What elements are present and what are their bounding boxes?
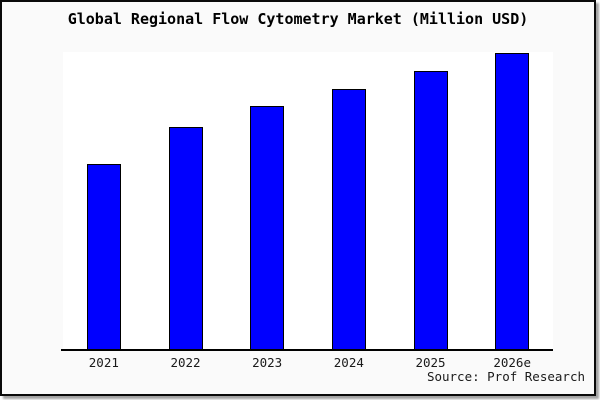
bar-2026e: [495, 53, 529, 350]
plot-area: [61, 52, 553, 351]
x-tick-2022: 2022: [170, 355, 201, 370]
x-axis-line: [61, 349, 553, 351]
x-tick-2026e: 2026e: [493, 355, 531, 370]
x-axis-tick-labels: 2021 2022 2023 2024 2025 2026e: [63, 355, 553, 371]
x-tick-2025: 2025: [415, 355, 446, 370]
source-attribution: Source: Prof Research: [426, 369, 585, 384]
x-tick-2021: 2021: [88, 355, 119, 370]
bar-2025: [414, 71, 448, 350]
bar-2022: [169, 127, 203, 350]
bar-2023: [250, 106, 284, 350]
chart-title: Global Regional Flow Cytometry Market (M…: [67, 10, 529, 28]
bar-2021: [87, 164, 121, 350]
x-tick-2024: 2024: [333, 355, 364, 370]
bar-2024: [332, 89, 366, 350]
x-tick-2023: 2023: [252, 355, 283, 370]
